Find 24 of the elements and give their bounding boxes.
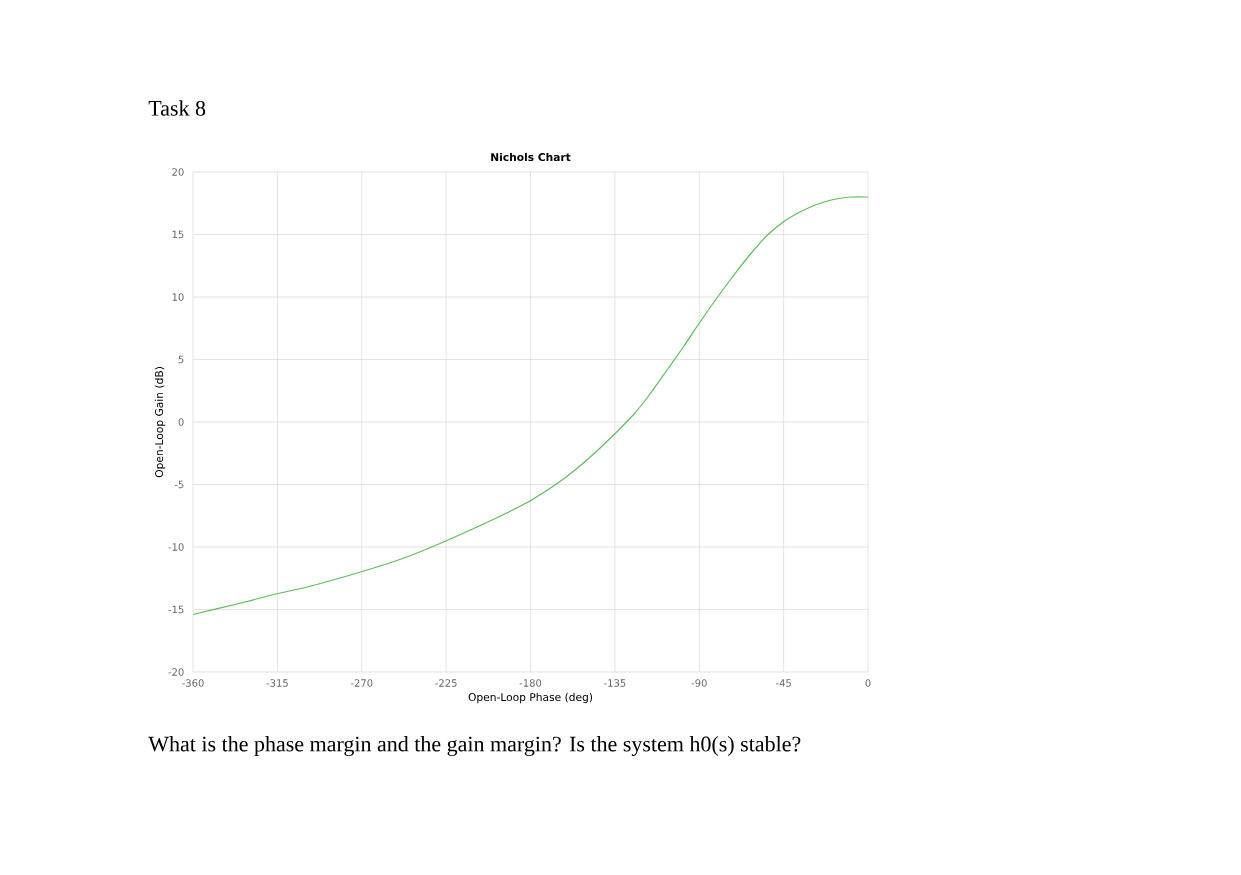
y-tick-label: 10 (172, 293, 184, 301)
line-series (193, 196, 869, 616)
chart-title: Nichols Chart (491, 152, 571, 162)
x-tick-label: -90 (691, 679, 707, 687)
y-axis-title: Open-Loop Gain (dB) (154, 367, 166, 478)
y-tick-label: -15 (168, 605, 184, 614)
x-tick-label: -135 (604, 679, 626, 687)
x-tick-label: -225 (435, 679, 457, 687)
x-axis-title: Open-Loop Phase (deg) (468, 692, 593, 704)
x-tick-label: 0 (865, 679, 871, 687)
y-tick-label: -5 (174, 480, 184, 489)
y-tick-label: -10 (168, 543, 184, 551)
y-tick-label: 20 (172, 168, 184, 176)
text: What is the phase margin and the gain margin? Is the system h0(s) stable? (148, 735, 801, 756)
x-tick-label: -270 (350, 679, 373, 687)
y-tick-label: 15 (172, 230, 184, 239)
x-tick-label: -315 (266, 679, 288, 687)
y-tick-label: 0 (178, 418, 184, 426)
text: Task 8 (148, 100, 206, 116)
x-tick-label: -180 (519, 679, 542, 687)
x-tick-label: -360 (182, 679, 204, 687)
x-tick-label: -45 (775, 679, 791, 687)
y-tick-label: -20 (168, 668, 184, 676)
y-tick-label: 5 (178, 355, 184, 364)
